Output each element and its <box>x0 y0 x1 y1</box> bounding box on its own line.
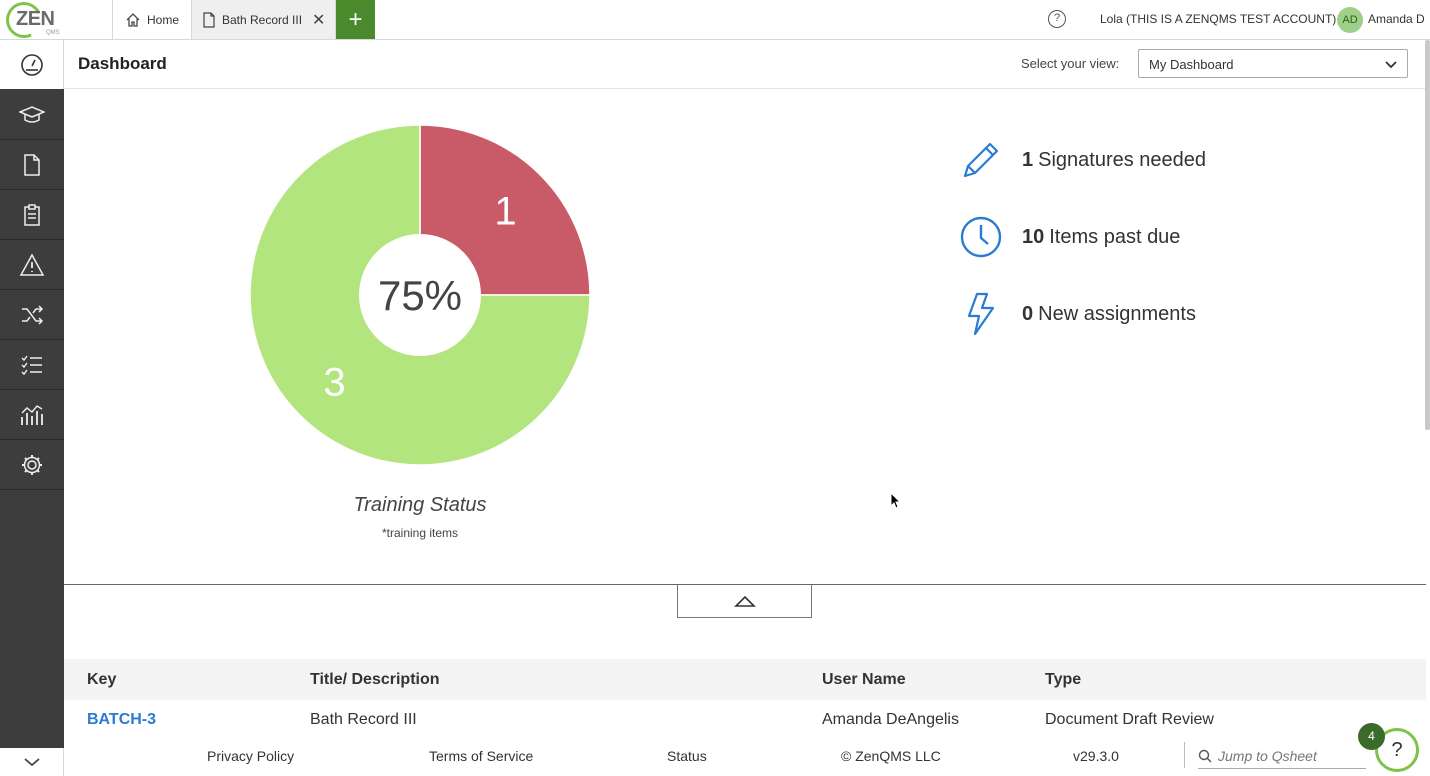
tab-home-label: Home <box>147 12 180 27</box>
row-title: Bath Record III <box>310 711 417 728</box>
checklist-icon <box>21 355 42 375</box>
column-header-user[interactable]: User Name <box>822 671 906 688</box>
sidebar-item-records[interactable] <box>0 190 64 240</box>
chart-title: Training Status <box>353 494 487 516</box>
stat-new-assignments[interactable]: 0 New assignments <box>958 290 1196 338</box>
gauge-icon <box>20 53 43 76</box>
chevron-up-icon <box>733 595 756 607</box>
tab-home[interactable]: Home <box>112 0 191 39</box>
terms-of-service-link[interactable]: Terms of Service <box>429 748 534 764</box>
document-icon <box>203 11 215 28</box>
avatar[interactable]: AD <box>1337 7 1363 33</box>
sidebar-item-documents[interactable] <box>0 140 64 190</box>
pie-slice-label-1: 3 <box>323 361 345 405</box>
stat-new-assignments-count: 0 <box>1022 302 1034 325</box>
home-icon <box>126 12 140 27</box>
top-bar: ZEN QMS Home Bath Record III ✕ + ? Lola … <box>0 0 1430 44</box>
add-tab-button[interactable]: + <box>336 0 375 39</box>
shuffle-icon <box>22 304 44 325</box>
qsheet-search[interactable] <box>1198 743 1366 769</box>
close-icon[interactable]: ✕ <box>312 11 326 29</box>
chart-icon <box>21 404 43 425</box>
column-header-key[interactable]: Key <box>87 671 117 688</box>
sidebar-item-dashboard[interactable] <box>0 40 64 89</box>
sidebar-item-settings[interactable] <box>0 440 64 490</box>
pie-slice-label-0: 1 <box>494 189 516 233</box>
pencil-icon <box>958 137 1004 183</box>
warning-icon <box>19 252 45 276</box>
chevron-down-icon <box>1385 61 1397 69</box>
chart-center-hole <box>359 234 481 356</box>
logo-subtext: QMS <box>46 30 60 36</box>
tab-bath-label: Bath Record III <box>222 12 303 27</box>
training-status-chart: 75% 1 3 <box>249 124 591 466</box>
section-divider <box>64 584 1426 585</box>
lightning-icon <box>958 291 1004 337</box>
sidebar-item-changes[interactable] <box>0 290 64 340</box>
stat-signatures[interactable]: 1 Signatures needed <box>958 136 1206 184</box>
header-divider <box>64 88 1430 89</box>
stat-past-due[interactable]: 10 Items past due <box>958 213 1180 261</box>
column-header-type[interactable]: Type <box>1045 671 1082 688</box>
privacy-policy-link[interactable]: Privacy Policy <box>207 748 295 764</box>
help-icon[interactable]: ? <box>1048 10 1066 28</box>
sidebar-item-training[interactable] <box>0 90 64 140</box>
zenqms-logo[interactable]: ZEN QMS <box>0 0 66 44</box>
collapse-button[interactable] <box>677 585 812 618</box>
stat-past-due-count: 10 <box>1022 225 1045 248</box>
graduation-cap-icon <box>19 105 45 123</box>
row-type: Document Draft Review <box>1045 711 1214 728</box>
status-link[interactable]: Status <box>667 748 707 764</box>
pie-slice-1[interactable] <box>249 124 591 466</box>
chart-center-label: 75% <box>378 272 462 319</box>
sidebar <box>0 40 64 776</box>
table-header: Key Title/ Description User Name Type <box>64 659 1426 700</box>
logo-text: ZEN <box>16 8 55 30</box>
mouse-cursor-icon <box>890 492 902 509</box>
row-user: Amanda DeAngelis <box>822 711 959 728</box>
chart-subtitle: *training items <box>381 526 459 540</box>
clock-icon <box>958 214 1004 260</box>
sidebar-expand-button[interactable] <box>0 748 64 776</box>
stat-signatures-count: 1 <box>1022 148 1034 171</box>
search-icon <box>1198 749 1212 762</box>
version: v29.3.0 <box>1073 748 1119 764</box>
document-icon <box>24 153 40 176</box>
stat-past-due-label: Items past due <box>1049 225 1181 248</box>
view-select-value: My Dashboard <box>1149 57 1234 72</box>
sidebar-item-tasks[interactable] <box>0 340 64 390</box>
row-key-link[interactable]: BATCH-3 <box>87 711 157 728</box>
clipboard-icon <box>24 203 40 226</box>
scrollbar[interactable] <box>1425 40 1430 430</box>
user-name[interactable]: Amanda D <box>1368 12 1425 26</box>
stat-new-assignments-label: New assignments <box>1038 302 1196 325</box>
sidebar-item-issues[interactable] <box>0 240 64 290</box>
gear-icon <box>22 454 42 475</box>
copyright: © ZenQMS LLC <box>841 748 941 764</box>
help-badge: 4 <box>1358 723 1385 750</box>
account-name[interactable]: Lola (THIS IS A ZENQMS TEST ACCOUNT) <box>1100 12 1337 26</box>
chevron-down-icon <box>23 758 40 767</box>
sidebar-item-reports[interactable] <box>0 390 64 440</box>
help-button[interactable]: ? <box>1375 728 1419 772</box>
stat-signatures-label: Signatures needed <box>1038 148 1207 171</box>
qsheet-input[interactable] <box>1218 747 1358 764</box>
view-select-label: Select your view: <box>1021 56 1120 71</box>
view-select[interactable]: My Dashboard <box>1138 49 1408 78</box>
column-header-title[interactable]: Title/ Description <box>310 671 440 688</box>
tab-bath-record[interactable]: Bath Record III ✕ <box>191 0 336 39</box>
footer: Privacy Policy Terms of Service Status ©… <box>64 740 1404 772</box>
page-title: Dashboard <box>78 54 167 73</box>
footer-separator <box>1184 742 1185 768</box>
